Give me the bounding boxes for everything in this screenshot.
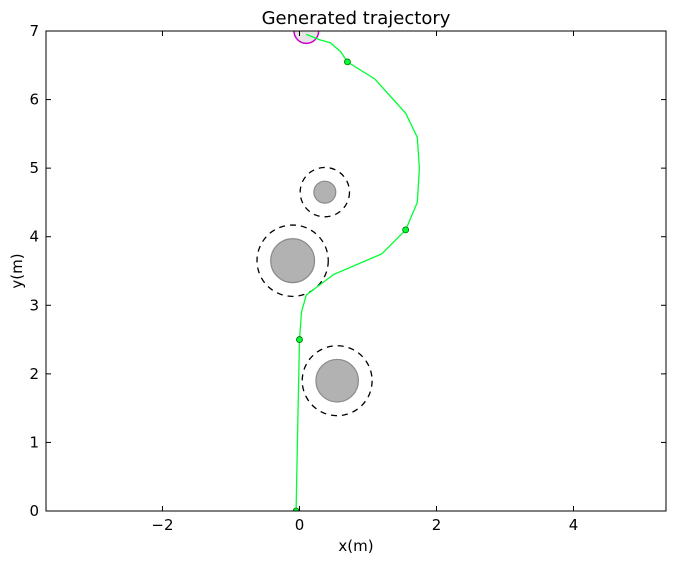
plot-area <box>256 31 421 511</box>
y-tick-label-3: 3 <box>29 296 39 314</box>
plot-content <box>256 31 421 511</box>
y-tick-label-0: 0 <box>29 502 39 520</box>
y-tick-label-6: 6 <box>29 91 39 109</box>
x-tick-label-1: 0 <box>295 516 305 534</box>
obstacle-3 <box>315 358 359 403</box>
x-tick-label-3: 4 <box>569 516 579 534</box>
plot-frame <box>45 30 667 512</box>
x-tick-label-0: −2 <box>151 516 173 534</box>
obstacle-safety-boundary-3 <box>301 345 373 417</box>
chart-title: Generated trajectory <box>262 8 451 29</box>
waypoint-4 <box>344 58 351 66</box>
waypoint-1 <box>292 507 300 511</box>
y-tick-label-2: 2 <box>29 365 39 383</box>
obstacle-2 <box>313 180 337 204</box>
waypoint-3 <box>402 226 410 234</box>
x-tick-label-2: 2 <box>432 516 442 534</box>
axis-ticks: −2 0 2 4 0 1 2 3 4 5 6 7 <box>29 22 666 534</box>
y-tick-label-7: 7 <box>29 22 39 40</box>
x-axis-label: x(m) <box>338 537 373 555</box>
obstacle-safety-boundary-2 <box>299 166 351 218</box>
y-axis-label: y(m) <box>8 253 26 288</box>
waypoint-2 <box>296 336 303 343</box>
y-tick-label-4: 4 <box>29 228 39 246</box>
obstacle-safety-boundary-1 <box>256 224 329 298</box>
y-tick-label-5: 5 <box>29 159 39 177</box>
y-tick-label-1: 1 <box>29 433 39 451</box>
trajectory-line <box>295 33 421 511</box>
goal-marker <box>293 31 320 45</box>
obstacle-1 <box>270 238 316 284</box>
